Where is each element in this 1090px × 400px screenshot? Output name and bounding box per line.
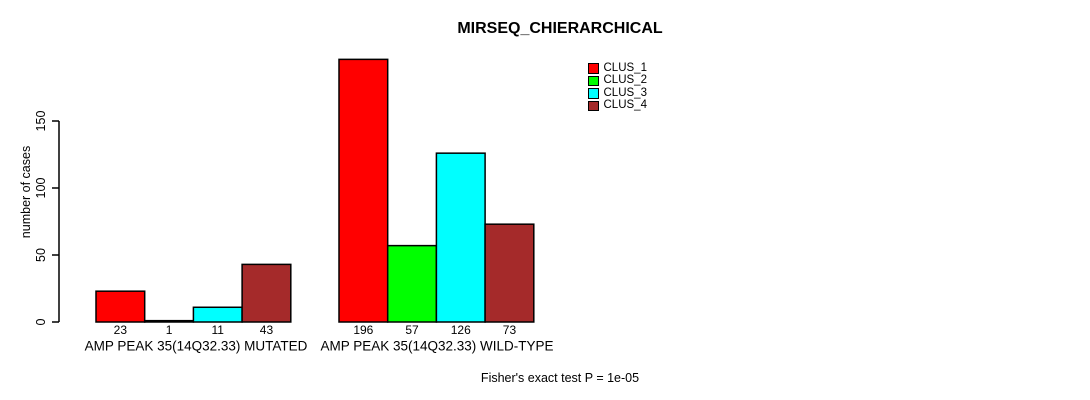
bar-value-label: 73 <box>503 323 517 337</box>
bar-clus-4-group0 <box>241 263 292 323</box>
bar-clus-2-group0 <box>143 319 195 323</box>
bar-clus-1-group1 <box>338 58 389 323</box>
bar-clus-3-group1 <box>435 152 486 323</box>
bar-clus-4-group1 <box>484 223 535 323</box>
category-label: AMP PEAK 35(14Q32.33) WILD-TYPE <box>320 339 553 354</box>
y-axis-tick-label: 150 <box>34 111 48 132</box>
bar-clus-1-group0 <box>95 290 146 323</box>
legend-swatch <box>588 100 599 112</box>
y-axis-label: number of cases <box>19 146 33 238</box>
bar-value-label: 23 <box>114 323 128 337</box>
legend-item: CLUS_1 <box>588 62 647 75</box>
bar-value-label: 196 <box>353 323 373 337</box>
bar-value-label: 43 <box>260 323 274 337</box>
legend-swatch <box>588 75 599 87</box>
legend: CLUS_1 CLUS_2 CLUS_3 CLUS_4 <box>588 62 647 112</box>
y-axis-tick-label: 100 <box>34 178 48 199</box>
y-axis-tick-label: 0 <box>34 318 48 325</box>
bar-value-label: 11 <box>212 323 225 337</box>
legend-item: CLUS_3 <box>588 87 647 100</box>
chart-title: MIRSEQ_CHIERARCHICAL <box>457 20 663 37</box>
y-axis-tick-label: 50 <box>34 248 48 262</box>
bar-clus-2-group1 <box>386 244 438 323</box>
legend-item: CLUS_4 <box>588 100 647 113</box>
category-label: AMP PEAK 35(14Q32.33) MUTATED <box>85 339 308 354</box>
legend-swatch <box>588 88 599 99</box>
legend-label: CLUS_1 <box>603 61 647 74</box>
bar-value-label: 1 <box>166 323 173 337</box>
bar-clus-3-group0 <box>192 306 243 323</box>
bar-value-label: 57 <box>405 323 419 337</box>
fisher-test-annotation: Fisher's exact test P = 1e-05 <box>480 371 640 385</box>
legend-swatch <box>588 63 599 74</box>
legend-label: CLUS_2 <box>603 74 647 87</box>
bar-value-label: 126 <box>451 323 471 337</box>
legend-label: CLUS_3 <box>603 86 647 99</box>
legend-label: CLUS_4 <box>603 99 647 112</box>
legend-item: CLUS_2 <box>588 75 647 88</box>
